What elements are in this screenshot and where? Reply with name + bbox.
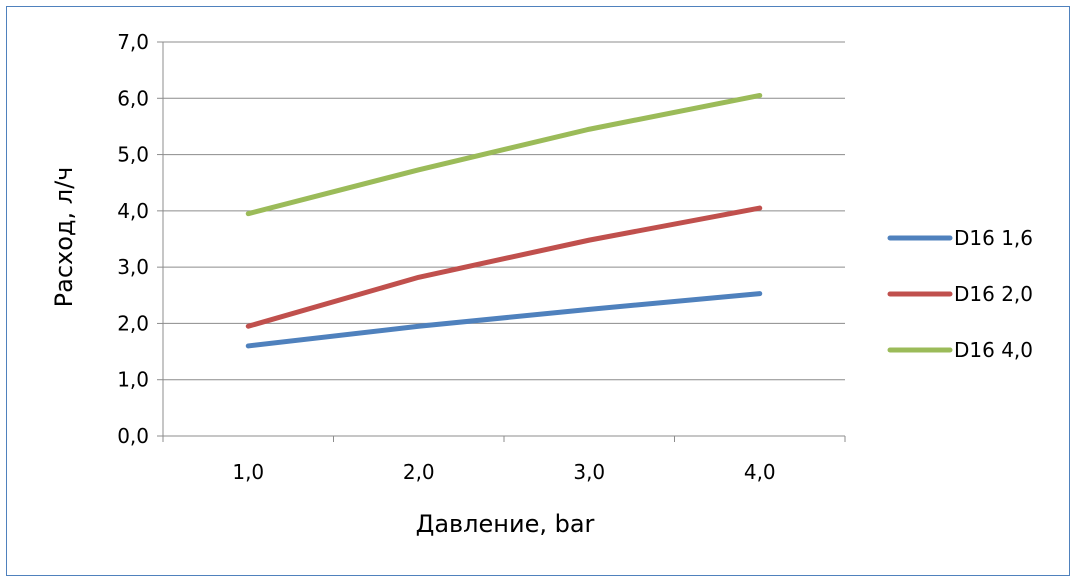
axes (157, 41, 846, 442)
y-tick-label: 5,0 (117, 143, 149, 167)
series-line-2 (245, 205, 763, 329)
y-tick-labels: 0,0 1,0 2,0 3,0 4,0 5,0 6,0 7,0 (117, 30, 149, 448)
series-line-3 (245, 92, 763, 217)
legend-item: D16 4,0 (887, 338, 1033, 362)
legend: D16 1,6 D16 2,0 D16 4,0 (887, 226, 1033, 362)
y-tick-label: 2,0 (117, 311, 149, 335)
x-tick-label: 3,0 (573, 460, 605, 484)
y-tick-label: 7,0 (117, 30, 149, 54)
chart-frame (6, 6, 1070, 576)
x-tick-label: 4,0 (744, 460, 776, 484)
legend-item: D16 2,0 (887, 282, 1033, 306)
x-tick-labels: 1,0 2,0 3,0 4,0 (232, 460, 775, 484)
grid-lines (163, 41, 845, 381)
legend-label: D16 2,0 (954, 282, 1033, 306)
series-lines (245, 92, 763, 349)
y-tick-label: 1,0 (117, 368, 149, 392)
x-axis-title: Давление, bar (416, 510, 595, 538)
x-tick-label: 2,0 (403, 460, 435, 484)
y-tick-label: 3,0 (117, 255, 149, 279)
legend-label: D16 1,6 (954, 226, 1033, 250)
legend-label: D16 4,0 (954, 338, 1033, 362)
x-tick-label: 1,0 (232, 460, 264, 484)
y-axis-title: Расход, л/ч (50, 167, 78, 308)
series-line-1 (245, 291, 763, 349)
y-tick-label: 6,0 (117, 86, 149, 110)
y-tick-label: 4,0 (117, 199, 149, 223)
legend-item: D16 1,6 (887, 226, 1033, 250)
y-tick-label: 0,0 (117, 424, 149, 448)
